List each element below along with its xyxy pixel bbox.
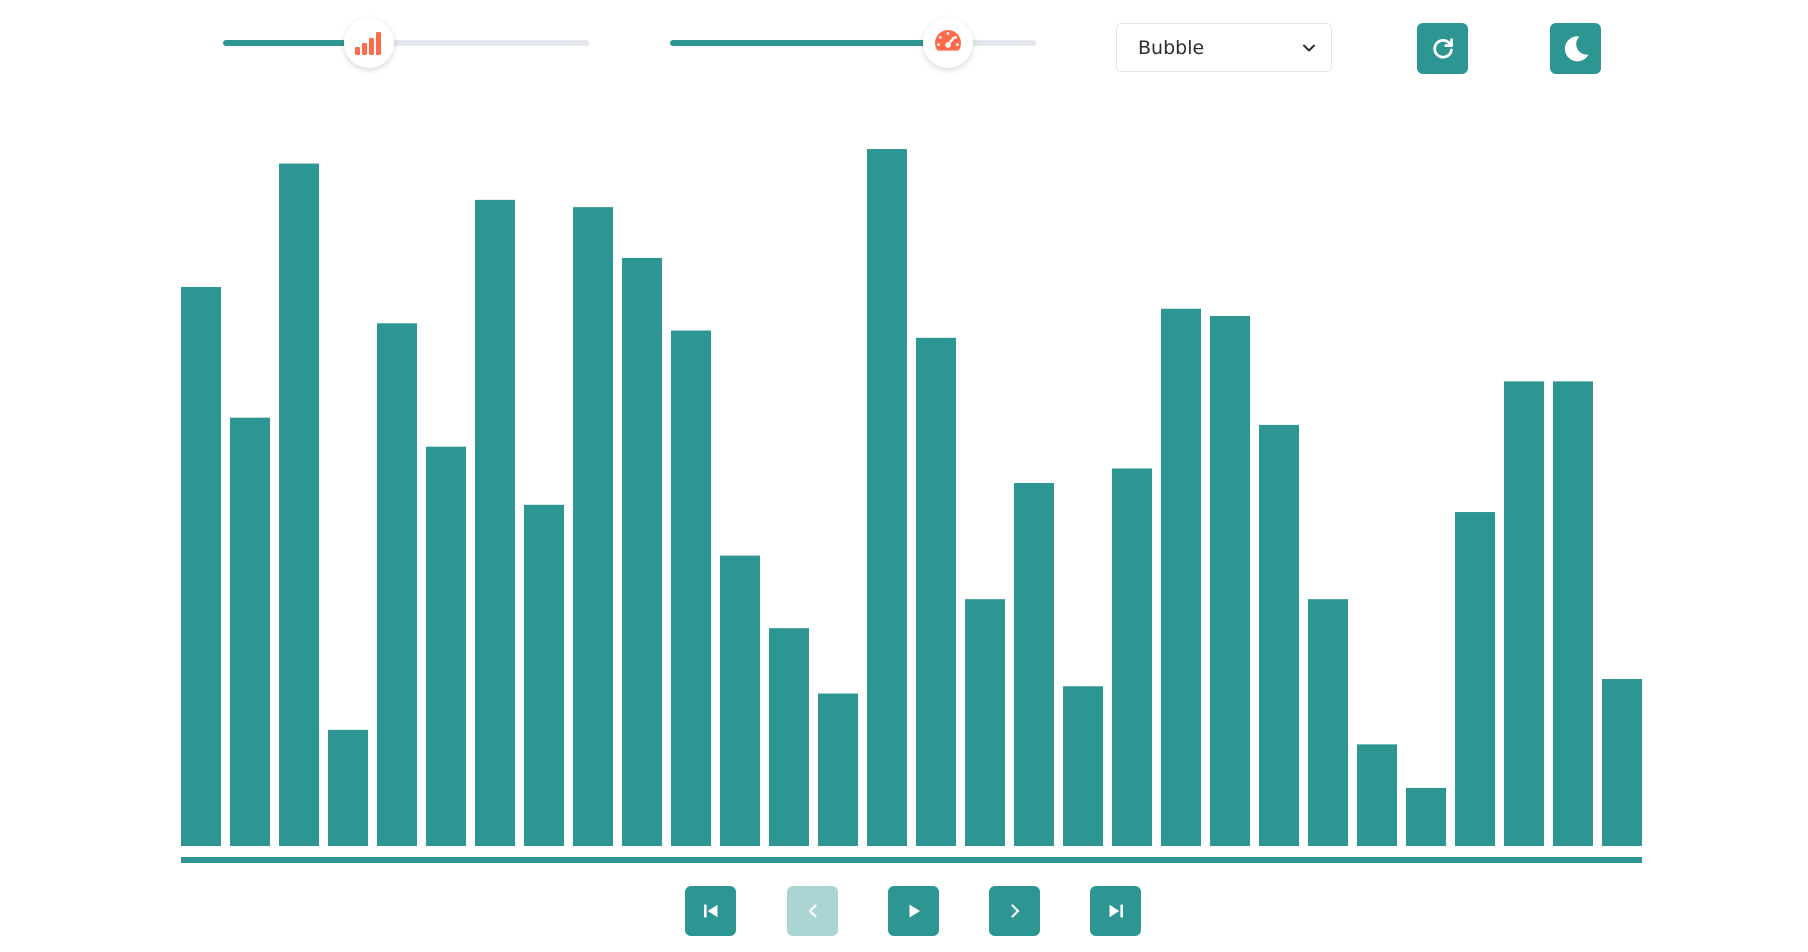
play-button[interactable]: [888, 886, 939, 936]
array-size-slider-thumb[interactable]: [344, 18, 395, 68]
bar-10: [671, 330, 711, 846]
bar-25: [1406, 787, 1446, 846]
last-step-button[interactable]: [1090, 886, 1141, 936]
refresh-icon: [1432, 37, 1453, 59]
bar-16: [965, 599, 1005, 846]
bar-13: [818, 693, 858, 846]
bar-5: [426, 446, 466, 846]
algorithm-select[interactable]: Bubble: [1116, 23, 1332, 72]
chevron-left-icon: [808, 904, 817, 918]
bar-7: [524, 504, 564, 846]
theme-toggle-button[interactable]: [1550, 23, 1601, 74]
bar-26: [1455, 512, 1495, 846]
speed-slider[interactable]: [670, 18, 1036, 68]
bar-22: [1259, 424, 1299, 846]
bar-28: [1553, 381, 1593, 846]
speed-slider-thumb[interactable]: [923, 18, 974, 68]
bar-chart: [181, 149, 1642, 846]
skip-back-icon: [703, 904, 717, 918]
bar-24: [1357, 744, 1397, 846]
speedometer-icon: [935, 30, 962, 51]
bar-9: [622, 257, 662, 846]
array-size-slider-track[interactable]: [223, 40, 589, 46]
bar-29: [1602, 679, 1642, 846]
chevron-down-icon: [1303, 44, 1315, 51]
chevron-right-icon: [1010, 904, 1019, 918]
bar-19: [1112, 468, 1152, 846]
first-step-button[interactable]: [685, 886, 736, 936]
moon-icon: [1564, 35, 1588, 61]
bar-23: [1308, 599, 1348, 846]
array-size-slider[interactable]: [223, 18, 589, 68]
array-size-slider-fill: [223, 40, 370, 46]
bar-12: [769, 628, 809, 846]
bar-20: [1161, 308, 1201, 846]
bar-21: [1210, 316, 1250, 846]
bar-18: [1063, 686, 1103, 846]
bar-17: [1014, 483, 1054, 846]
next-step-button[interactable]: [989, 886, 1040, 936]
bar-6: [475, 199, 515, 846]
bar-15: [916, 337, 956, 846]
skip-forward-icon: [1109, 904, 1123, 918]
reset-button[interactable]: [1417, 23, 1468, 74]
bar-8: [573, 207, 613, 846]
previous-step-button[interactable]: [787, 886, 838, 936]
bar-4: [377, 323, 417, 846]
bar-3: [328, 729, 368, 846]
bar-11: [720, 555, 760, 846]
chart-baseline: [181, 857, 1642, 863]
signal-bars-icon: [355, 32, 382, 55]
speed-slider-fill: [670, 40, 949, 46]
play-icon: [909, 904, 920, 918]
bar-14: [867, 149, 907, 846]
algorithm-select-value: Bubble: [1138, 36, 1205, 59]
bar-27: [1504, 381, 1544, 846]
bar-0: [181, 286, 221, 846]
bar-1: [230, 417, 270, 846]
bar-2: [279, 163, 319, 846]
